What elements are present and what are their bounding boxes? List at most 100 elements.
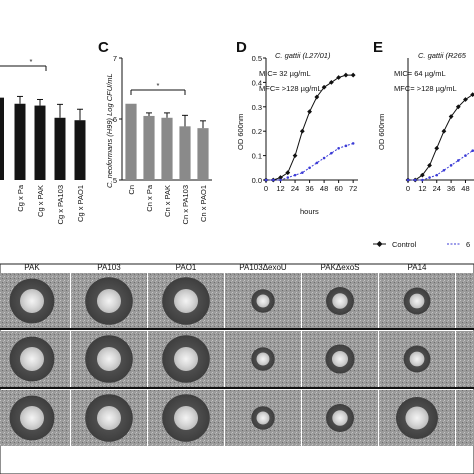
fungal-colony: [20, 347, 44, 371]
plate-cell: [0, 273, 70, 329]
legend-control-marker: [376, 241, 383, 247]
data-point: [343, 72, 349, 78]
data-point: [456, 159, 460, 162]
data-point: [449, 164, 453, 167]
plate-column-title: PAO1: [176, 263, 197, 272]
category-label: Cn x PAO1: [199, 185, 208, 222]
plate-cell: [456, 390, 474, 446]
data-point: [301, 171, 304, 174]
panel-d-mic: MIC= 32 µg/mL: [259, 69, 311, 78]
plate-column-title: PAKΔexoS: [321, 263, 360, 272]
panel-d-ylabel: OD 600nm: [236, 114, 245, 150]
data-point: [336, 75, 342, 80]
x-tick-label: 0: [406, 184, 410, 193]
plate-cell: [225, 390, 301, 446]
bar-cropped: [0, 97, 4, 180]
fungal-colony: [97, 406, 121, 430]
plate-cell: [302, 390, 378, 446]
data-point: [292, 153, 298, 158]
legend: Control 6: [373, 240, 470, 249]
fungal-colony: [256, 411, 270, 425]
y-tick-label: 0.3: [252, 103, 262, 112]
series-control-line: [408, 93, 474, 181]
plate-cell: [71, 390, 147, 446]
fungal-colony: [97, 289, 121, 313]
y-tick-label: 0.4: [252, 78, 262, 87]
data-point: [314, 94, 320, 100]
bar: [125, 103, 137, 180]
fungal-colony: [256, 294, 270, 308]
panel-c-bar-chart: 5 6 7 Cn Cn x Pa Cn x PAK Cn x PA103 Cn x PAO1 *: [113, 54, 212, 224]
plate-cell: [0, 390, 70, 446]
data-point: [285, 170, 291, 176]
plate-cell: [302, 331, 378, 387]
panel-letter-c: C: [98, 39, 109, 56]
plate-grid: PAKPA103PAO1PA103ΔexoUPAKΔexoSPA14PA14: [0, 263, 474, 474]
x-tick-label: 24: [291, 184, 299, 193]
panel-e-title: C. gattii (R265: [418, 51, 467, 60]
x-tick-label: 36: [305, 184, 313, 193]
series-treated-line: [266, 142, 354, 181]
data-point: [308, 166, 311, 170]
category-label: Cn x PA103: [181, 185, 190, 224]
fungal-colony: [20, 406, 44, 430]
fungal-colony: [331, 350, 349, 368]
data-point: [307, 109, 312, 115]
data-point: [337, 146, 340, 150]
fungal-colony: [174, 289, 198, 313]
data-point: [470, 92, 474, 97]
series-treated-line: [408, 149, 474, 181]
data-point: [286, 176, 290, 179]
data-point: [351, 142, 355, 145]
bar: [197, 128, 209, 180]
fungal-colony: [405, 406, 429, 430]
data-point: [434, 145, 440, 151]
x-tick-label: 36: [447, 184, 455, 193]
plate-cell: [302, 273, 378, 329]
y-tick-label: 5: [113, 176, 117, 185]
panel-e-mic: MIC= 64 µg/mL: [394, 69, 446, 78]
plate-column-title: PAK: [24, 263, 40, 272]
data-point: [413, 178, 417, 182]
category-label: Cg x PAK: [36, 185, 45, 217]
x-tick-label: 48: [320, 184, 328, 193]
data-point: [464, 154, 467, 157]
fungal-colony: [409, 293, 425, 309]
plate-column-title: PA103ΔexoU: [239, 263, 287, 272]
plate-cell: [379, 331, 455, 387]
fungal-colony: [20, 289, 44, 313]
bar: [74, 120, 86, 180]
data-point: [344, 144, 348, 148]
y-tick-label: 0.0: [252, 176, 262, 185]
category-label: Cn: [127, 185, 136, 195]
bar: [161, 117, 173, 180]
y-tick-label: 7: [113, 54, 117, 63]
legend-second-label: 6: [466, 240, 470, 249]
y-tick-label: 6: [113, 115, 117, 124]
bar: [14, 103, 26, 180]
plate-cell: [456, 273, 474, 329]
panel-d-xlabel: hours: [300, 207, 319, 216]
data-point: [448, 114, 454, 119]
x-tick-label: 24: [433, 184, 441, 193]
data-point: [279, 178, 282, 182]
fungal-colony: [174, 406, 198, 430]
bar: [179, 126, 191, 180]
bar: [54, 117, 66, 180]
data-point: [350, 72, 356, 78]
data-point: [427, 162, 432, 168]
y-tick-label: 0.1: [252, 152, 262, 161]
category-label: Cg x PA103: [56, 185, 65, 224]
panel-b-bar-chart: Cg x Pa Cg x PAK Cg x PA103 Cg x PAO1 *: [0, 57, 86, 224]
x-tick-label: 0: [264, 184, 268, 193]
data-point: [293, 173, 297, 177]
fungal-colony: [409, 351, 425, 367]
significance-star: *: [30, 57, 33, 66]
panel-e-mfc: MFC= >128 µg/mL: [394, 84, 457, 93]
panel-e-ylabel: OD 600nm: [377, 114, 386, 150]
plate-cell: [0, 331, 70, 387]
panel-letter-e: E: [373, 39, 383, 56]
significance-star: *: [157, 81, 160, 90]
category-label: Cn x Pa: [145, 184, 154, 212]
